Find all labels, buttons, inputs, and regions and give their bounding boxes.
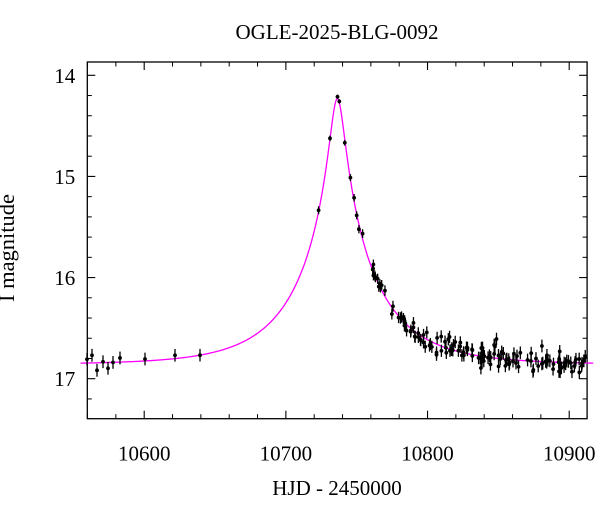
svg-text:I magnitude: I magnitude: [0, 194, 19, 302]
svg-text:17: 17: [54, 367, 75, 391]
svg-text:10600: 10600: [118, 442, 171, 466]
svg-text:HJD - 2450000: HJD - 2450000: [272, 476, 402, 500]
svg-text:10700: 10700: [260, 442, 313, 466]
svg-text:OGLE-2025-BLG-0092: OGLE-2025-BLG-0092: [236, 20, 439, 44]
svg-text:10800: 10800: [401, 442, 454, 466]
svg-text:15: 15: [54, 165, 75, 189]
svg-text:16: 16: [54, 266, 75, 290]
svg-text:10900: 10900: [543, 442, 596, 466]
svg-text:14: 14: [54, 64, 76, 88]
